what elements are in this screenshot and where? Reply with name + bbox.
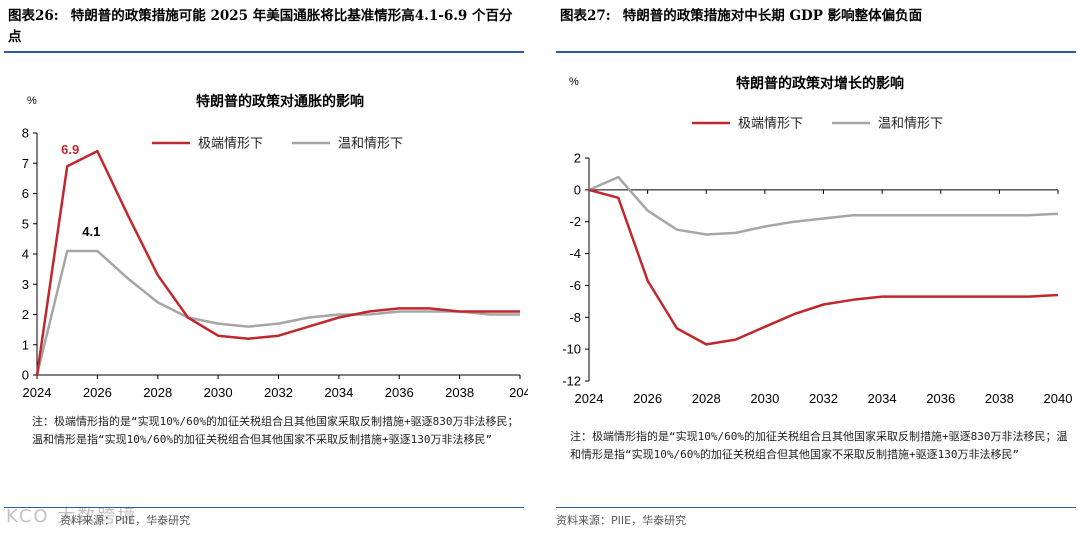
x-tick-label: 2032	[264, 385, 293, 400]
x-tick-label: 2024	[23, 385, 52, 400]
chart-title: 特朗普的政策对通胀的影响	[196, 93, 364, 110]
x-tick-label: 2034	[324, 385, 353, 400]
y-tick-label: 7	[22, 156, 29, 171]
left-chart-note: 注：极端情形指的是“实现10%/60%的加征关税组合且其他国家采取反制措施+驱逐…	[32, 415, 519, 446]
x-tick-label: 2038	[985, 391, 1014, 406]
legend-label-1: 极端情形下	[198, 137, 263, 152]
x-tick-label: 2040	[1044, 391, 1073, 406]
left-figure-label: 图表26:	[8, 8, 59, 24]
y-tick-label: -8	[569, 310, 581, 325]
y-tick-label: -10	[562, 342, 581, 357]
y-tick-label: 1	[22, 337, 29, 352]
x-tick-label: 2030	[750, 391, 779, 406]
left-figure-panel: 图表26: 特朗普的政策措施可能 2025 年美国通胀将比基准情形高4.1-6.9…	[0, 0, 528, 537]
left-source: 资料来源：PIIE，华泰研究	[60, 514, 191, 527]
right-figure-label: 图表27:	[560, 8, 611, 24]
y-tick-label: -4	[569, 246, 581, 261]
y-tick-label: 8	[22, 126, 29, 141]
y-unit-label: %	[27, 95, 37, 107]
right-chart-note: 注：极端情形指的是“实现10%/60%的加征关税组合且其他国家采取反制措施+驱逐…	[570, 430, 1068, 461]
watermark-logo: KCO 大数跨境	[6, 506, 138, 527]
legend-label-1: 极端情形下	[738, 117, 803, 132]
y-tick-label: 4	[22, 247, 29, 262]
right-source: 资料来源：PIIE，华泰研究	[556, 514, 687, 527]
x-tick-label: 2028	[143, 385, 172, 400]
right-top-rule	[556, 51, 1076, 53]
x-tick-label: 2036	[926, 391, 955, 406]
y-tick-label: 0	[574, 182, 581, 197]
left-top-rule	[4, 51, 524, 53]
growth-line-chart: 特朗普的政策对增长的影响% 极端情形下 温和情形下 -12 -10 -8 -6 -4 -2 0 2 2…	[562, 75, 1073, 406]
left-figure-heading: 图表26: 特朗普的政策措施可能 2025 年美国通胀将比基准情形高4.1-6.9…	[8, 6, 523, 48]
y-tick-label: -2	[569, 214, 581, 229]
chart-title: 特朗普的政策对增长的影响	[736, 75, 904, 92]
x-tick-label: 2034	[868, 391, 897, 406]
y-tick-label: 2	[574, 151, 581, 166]
right-bottom-rule	[556, 507, 1076, 508]
x-tick-label: 2028	[692, 391, 721, 406]
y-tick-label: 2	[22, 307, 29, 322]
y-tick-label: 3	[22, 277, 29, 292]
x-tick-label: 204	[509, 385, 528, 400]
y-unit-label: %	[569, 76, 579, 88]
y-tick-label: -12	[562, 374, 581, 389]
data-label: 4.1	[82, 224, 100, 239]
y-tick-label: 0	[22, 368, 29, 383]
x-tick-label: 2030	[204, 385, 233, 400]
left-figure-title: 特朗普的政策措施可能 2025 年美国通胀将比基准情形高4.1-6.9 个百分点	[8, 8, 513, 45]
x-tick-label: 2038	[445, 385, 474, 400]
x-tick-label: 2024	[575, 391, 604, 406]
series-line-1	[588, 188, 1059, 346]
right-figure-panel: 图表27: 特朗普的政策措施对中长期 GDP 影响整体偏负面 特朗普的政策对增长的…	[552, 0, 1080, 537]
right-figure-title: 特朗普的政策措施对中长期 GDP 影响整体偏负面	[622, 8, 923, 24]
x-tick-label: 2036	[385, 385, 414, 400]
series-line-2	[588, 175, 1059, 236]
y-tick-label: 6	[22, 186, 29, 201]
y-tick-label: -6	[569, 278, 581, 293]
left-bottom-rule	[4, 507, 524, 508]
y-tick-label: 5	[22, 216, 29, 231]
right-figure-heading: 图表27: 特朗普的政策措施对中长期 GDP 影响整体偏负面	[560, 6, 1075, 27]
series-line-1	[35, 149, 520, 376]
x-tick-label: 2026	[633, 391, 662, 406]
series-line-2	[35, 249, 520, 376]
legend-label-2: 温和情形下	[878, 117, 943, 132]
inflation-line-chart: 特朗普的政策对通胀的影响% 极端情形下 温和情形下 0 1 2 3 4 5 6 7 8 2024 2026…	[22, 93, 528, 400]
legend-label-2: 温和情形下	[338, 137, 403, 152]
x-tick-label: 2026	[83, 385, 112, 400]
data-label: 6.9	[61, 142, 79, 157]
x-tick-label: 2032	[809, 391, 838, 406]
